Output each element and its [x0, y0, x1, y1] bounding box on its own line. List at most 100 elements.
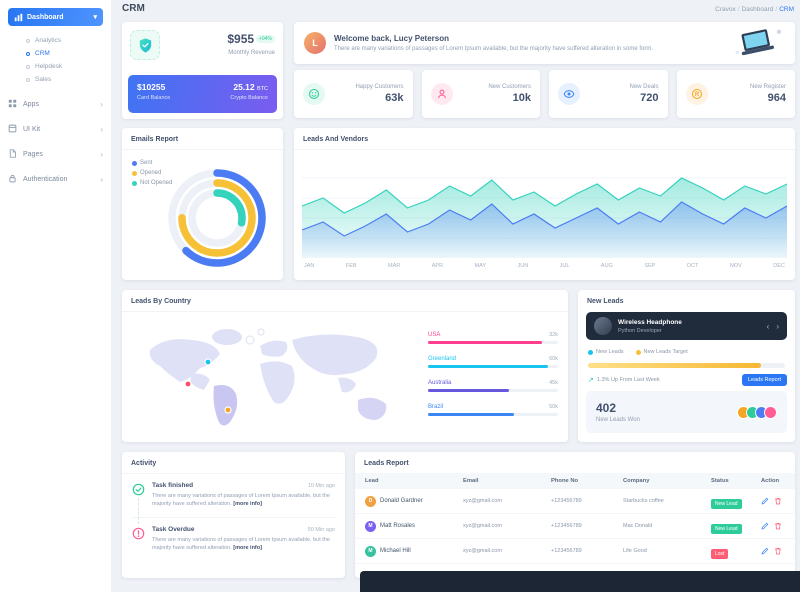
edit-icon[interactable]: [761, 497, 769, 505]
table-row[interactable]: M Michael Hill xyz@gmail.com +123456789 L…: [355, 539, 795, 564]
column-header-status[interactable]: Status: [711, 478, 729, 484]
sidebar-item-pages[interactable]: Pages ›: [0, 142, 111, 167]
breadcrumb-dashboard[interactable]: Dashboard: [741, 6, 774, 13]
lead-name: Donald Gardner: [380, 498, 423, 504]
shield-check-icon: [130, 30, 160, 60]
country-item-brazil: Brazil 50k: [428, 404, 558, 416]
legend-label: Opened: [140, 170, 162, 176]
stat-card-new-customers[interactable]: New Customers 10k: [421, 70, 540, 118]
crypto-balance-label: Crypto Balance: [230, 95, 268, 101]
lead-phone: +123456789: [551, 523, 582, 529]
chevron-right-icon: ›: [100, 100, 103, 109]
sidebar-item-sales[interactable]: Sales: [0, 73, 111, 86]
legend-label: Sent: [140, 160, 153, 166]
trend-up-icon: ↗: [588, 377, 594, 384]
sidebar-label-crm: CRM: [35, 50, 50, 57]
bullet-icon: [26, 38, 30, 43]
legend-dot: [635, 349, 641, 355]
x-tick: MAR: [388, 263, 401, 269]
sidebar-item-authentication[interactable]: Authentication ›: [0, 167, 111, 192]
country-bar-track: [428, 413, 558, 416]
leads-vendors-card: Leads And Vendors JAN FEB MAR APR MAY JU…: [294, 128, 795, 280]
sidebar: Dashboard ▾ Analytics CRM Helpdesk Sales…: [0, 0, 112, 592]
grid-icon: [8, 99, 17, 110]
leads-progress-track: [588, 363, 785, 368]
lead-email: xyz@gmail.com: [463, 548, 502, 554]
status-badge: New Lead: [711, 499, 742, 509]
welcome-subtitle: There are many variations of passages of…: [334, 46, 654, 52]
balance-card: $10255 Card Balance 25.12 BTC Crypto Bal…: [128, 75, 277, 113]
lead-phone: +123456789: [551, 498, 582, 504]
new-leads-legend: New Leads New Leads Target: [588, 349, 688, 355]
column-header-company[interactable]: Company: [623, 478, 650, 484]
more-info-link[interactable]: [more info]: [233, 544, 262, 551]
x-tick: OCT: [686, 263, 699, 269]
map-marker-usa-south: [184, 380, 192, 388]
legend-item-sent: Sent: [132, 160, 172, 166]
activity-item-task-overdue: Task Overdue 50 Min ago There are many v…: [122, 518, 345, 553]
eye-icon: [558, 83, 580, 105]
x-tick: JUL: [559, 263, 570, 269]
column-header-lead[interactable]: Lead: [365, 478, 379, 484]
stat-value: 63k: [385, 92, 404, 104]
sidebar-item-crm[interactable]: CRM: [0, 47, 111, 60]
chevron-right-icon: ›: [100, 150, 103, 159]
lock-icon: [8, 174, 17, 185]
crypto-balance-value: 25.12: [233, 82, 255, 92]
bar-chart-icon: [14, 13, 23, 22]
revenue-delta-badge: +94%: [256, 35, 275, 43]
svg-text:R: R: [694, 92, 699, 98]
sidebar-item-ui-kit[interactable]: UI Kit ›: [0, 117, 111, 142]
activity-item-time: 50 Min ago: [307, 526, 335, 533]
legend-label: Not Opened: [140, 180, 173, 186]
delete-icon[interactable]: [774, 497, 782, 505]
avatar[interactable]: [764, 405, 777, 419]
stat-value: 10k: [512, 92, 531, 104]
table-row[interactable]: D Donald Gardner xyz@gmail.com +123456789…: [355, 489, 795, 514]
chevron-right-icon: ›: [100, 175, 103, 184]
edit-icon[interactable]: [761, 547, 769, 555]
column-header-email[interactable]: Email: [463, 478, 479, 484]
delete-icon[interactable]: [774, 547, 782, 555]
sidebar-item-helpdesk[interactable]: Helpdesk: [0, 60, 111, 73]
sidebar-item-apps[interactable]: Apps ›: [0, 92, 111, 117]
card-balance-value: $10255: [137, 82, 166, 92]
sidebar-item-analytics[interactable]: Analytics: [0, 34, 111, 47]
lead-company: Starbucks coffee: [623, 498, 664, 504]
sidebar-dashboard-submenu: Analytics CRM Helpdesk Sales: [0, 34, 111, 86]
monthly-revenue-amount: $955: [227, 32, 255, 46]
stat-card-new-deals[interactable]: New Deals 720: [549, 70, 668, 118]
table-row[interactable]: M Matt Rosales xyz@gmail.com +123456789 M…: [355, 514, 795, 539]
lead-role: Python Developer: [618, 327, 662, 334]
avatar: M: [365, 545, 376, 557]
edit-icon[interactable]: [761, 522, 769, 530]
breadcrumb-brand[interactable]: Cravox: [715, 6, 736, 13]
user-avatar[interactable]: L: [304, 32, 326, 54]
smiley-icon: [303, 83, 325, 105]
more-info-link[interactable]: [more info]: [233, 501, 262, 508]
country-value: 32k: [549, 332, 558, 338]
stat-card-happy-customers[interactable]: Happy Customers 63k: [294, 70, 413, 118]
stat-label: New Register: [749, 84, 786, 90]
stat-card-new-register[interactable]: R New Register 964: [676, 70, 795, 118]
country-value: 50k: [549, 404, 558, 410]
column-header-action: Action: [761, 478, 780, 484]
emails-report-title: Emails Report: [122, 128, 283, 150]
stat-value: 964: [767, 92, 786, 104]
leads-report-button[interactable]: Leads Report: [741, 374, 787, 386]
delete-icon[interactable]: [774, 522, 782, 530]
country-bar-fill: [428, 389, 509, 392]
breadcrumb-current: CRM: [779, 6, 794, 13]
column-header-phone[interactable]: Phone No: [551, 478, 579, 484]
sidebar-item-dashboard[interactable]: Dashboard ▾: [8, 8, 103, 26]
leads-vendors-title: Leads And Vendors: [294, 128, 795, 150]
sidebar-label-helpdesk: Helpdesk: [35, 63, 63, 70]
trend-text: 1.3% Up From Last Week: [596, 377, 660, 383]
activity-item-body: There are many variations of passages of…: [152, 536, 330, 551]
next-arrow-icon[interactable]: ›: [776, 321, 779, 331]
x-tick: DEC: [773, 263, 785, 269]
leads-won-label: New Leads Won: [596, 417, 640, 423]
sidebar-label-authentication: Authentication: [23, 176, 68, 183]
prev-arrow-icon[interactable]: ‹: [766, 321, 770, 331]
